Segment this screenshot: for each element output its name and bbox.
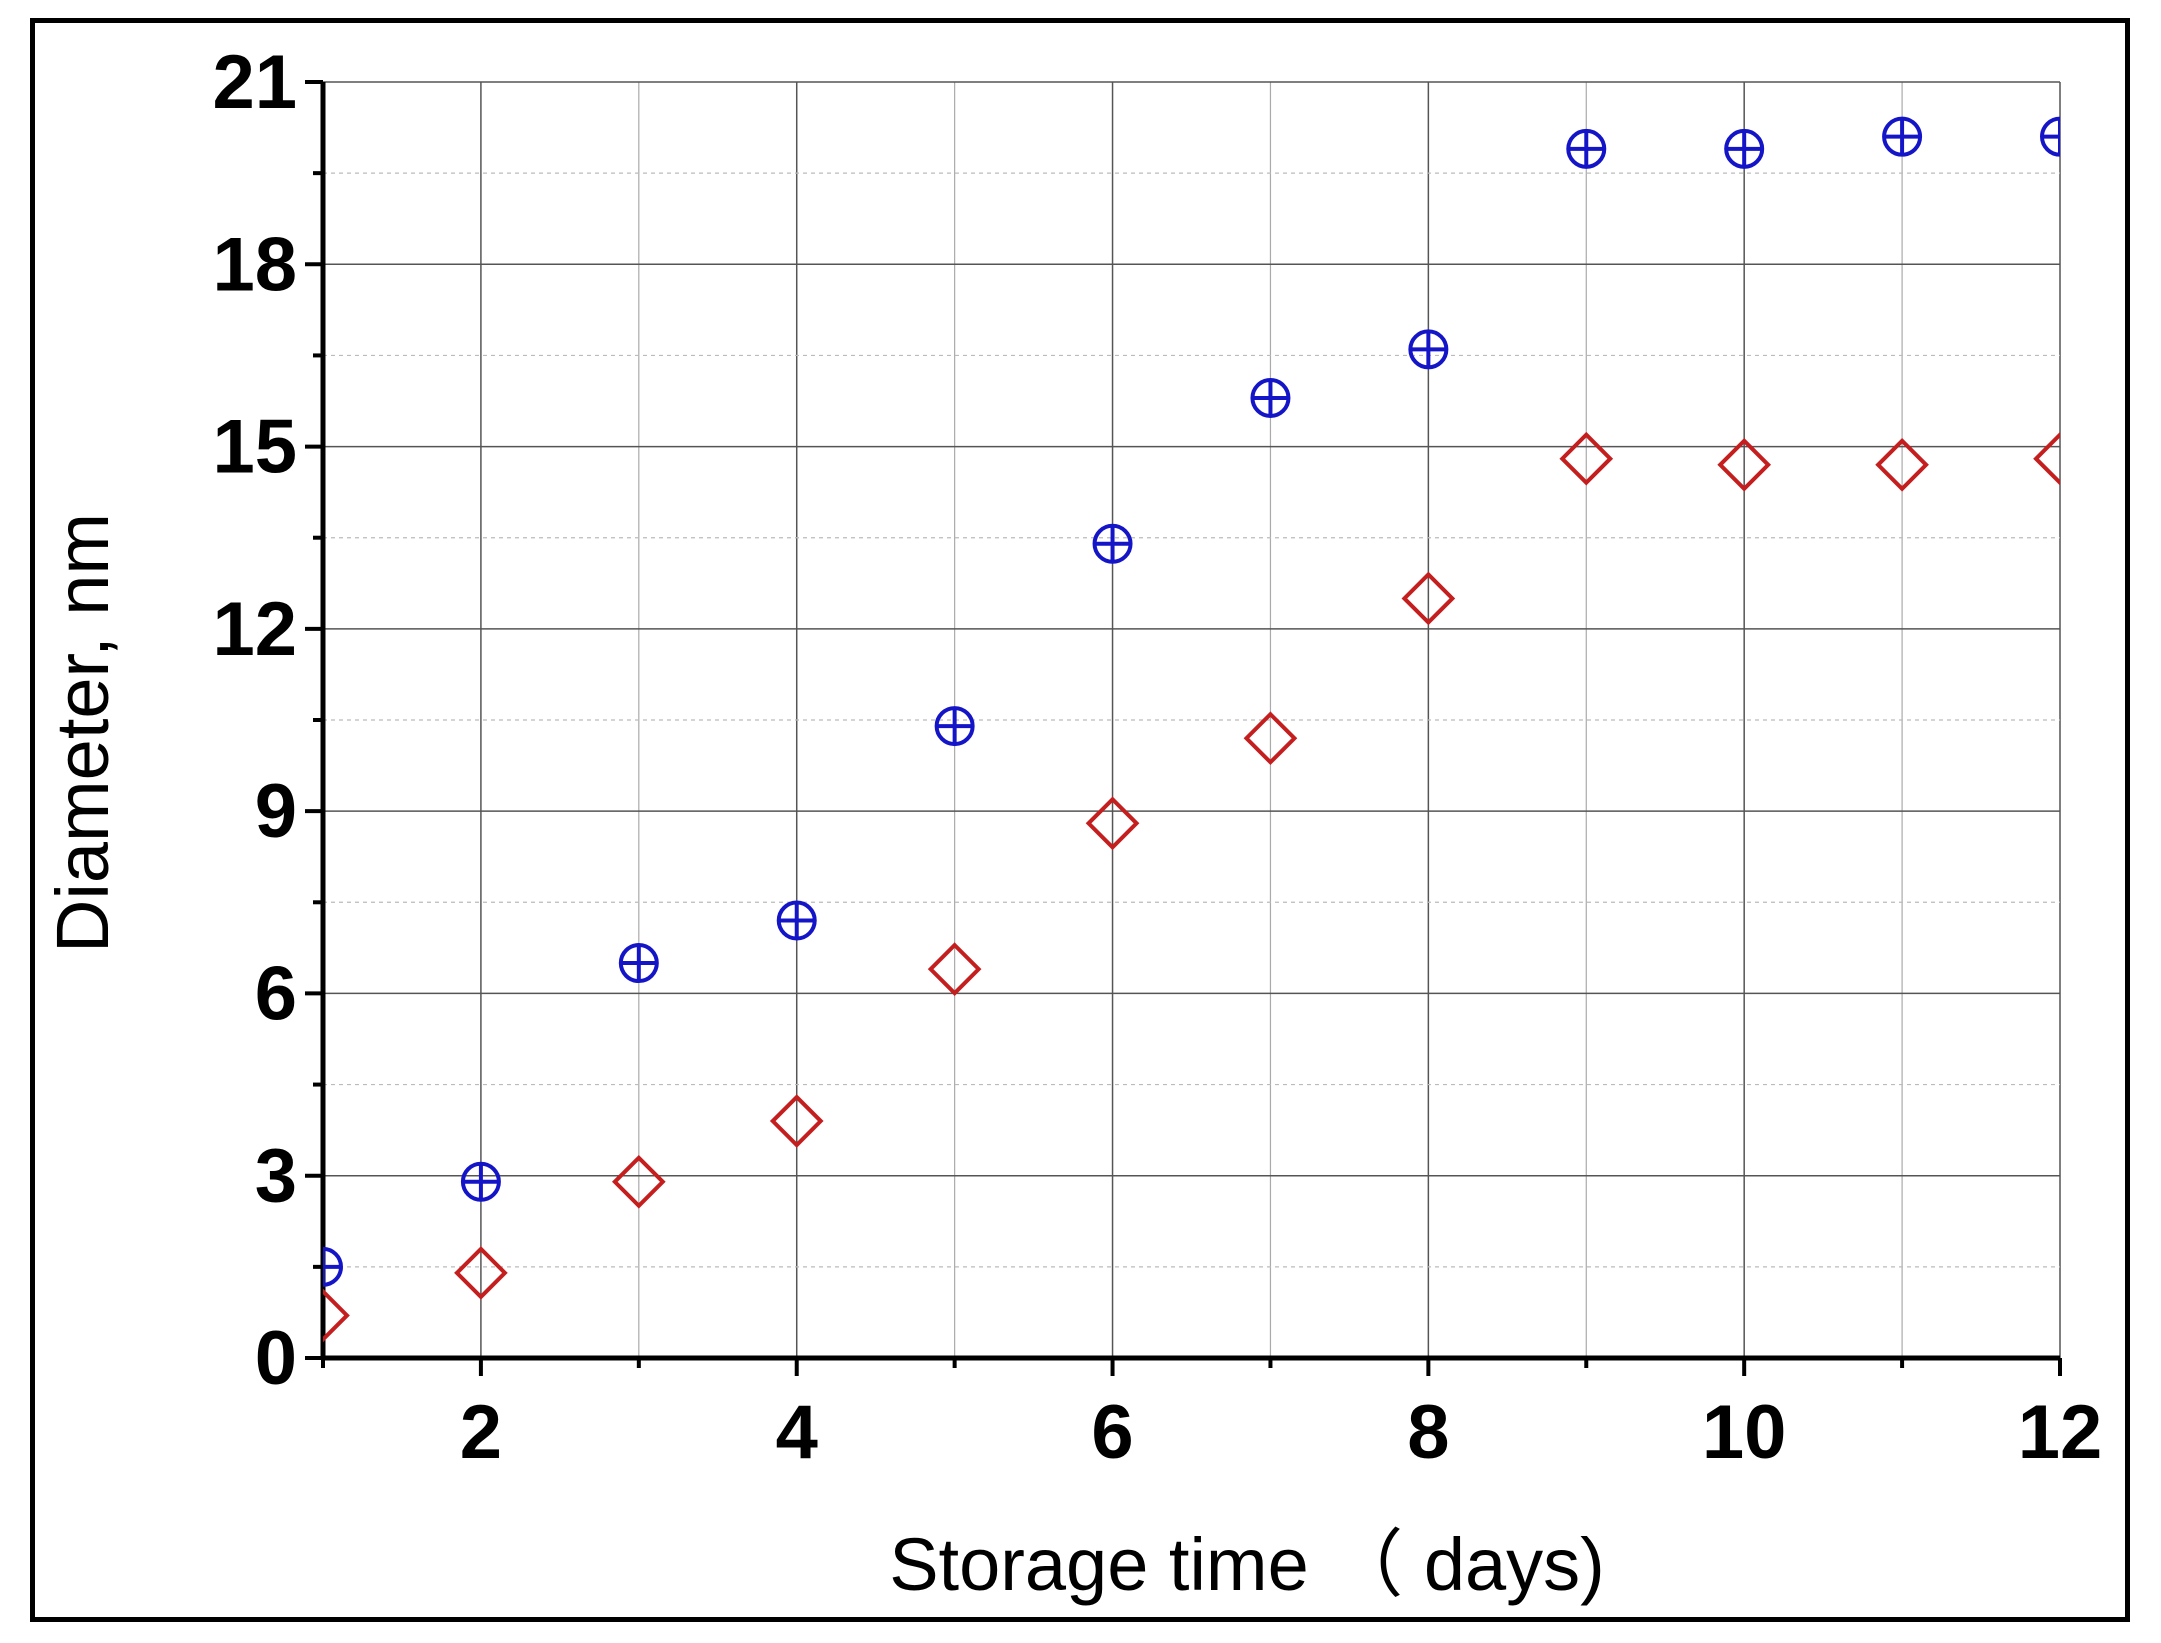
data-point-circle-plus xyxy=(618,943,659,984)
axes xyxy=(305,80,2062,1376)
x-tick-label: 10 xyxy=(1702,1390,1787,1475)
y-tick-label: 21 xyxy=(212,40,297,125)
y-tick-label: 15 xyxy=(212,405,297,490)
data-point-circle-plus xyxy=(776,900,817,941)
grid xyxy=(323,81,2061,1358)
y-tick-label: 3 xyxy=(255,1134,297,1219)
data-point-diamond xyxy=(1085,796,1140,851)
x-tick-label: 6 xyxy=(1091,1390,1133,1475)
y-tick-label: 9 xyxy=(255,769,297,854)
data-point-circle-plus xyxy=(323,1246,343,1287)
data-point-diamond xyxy=(1875,437,1929,492)
data-point-circle-plus xyxy=(1566,128,1607,169)
data-points xyxy=(323,116,2060,1343)
data-point-circle-plus xyxy=(2040,116,2060,157)
data-point-diamond xyxy=(1559,431,1614,486)
data-point-circle-plus xyxy=(934,706,975,747)
data-point-diamond xyxy=(769,1094,824,1148)
y-tick-label: 18 xyxy=(212,222,297,307)
data-point-diamond xyxy=(2033,431,2060,486)
data-point-diamond xyxy=(1401,571,1456,626)
x-tick-label: 12 xyxy=(2018,1390,2103,1475)
data-point-diamond xyxy=(454,1246,508,1300)
data-point-diamond xyxy=(1717,437,1772,492)
x-tick-label: 8 xyxy=(1407,1390,1449,1475)
data-point-circle-plus xyxy=(1408,329,1449,370)
x-tick-label: 4 xyxy=(776,1390,818,1475)
data-point-circle-plus xyxy=(1092,523,1133,564)
y-tick-label: 6 xyxy=(255,951,297,1036)
data-point-diamond xyxy=(611,1154,666,1209)
data-point-diamond xyxy=(1243,711,1298,766)
y-tick-label: 0 xyxy=(255,1316,297,1401)
data-point-circle-plus xyxy=(1724,128,1765,169)
data-point-circle-plus xyxy=(1882,116,1923,157)
data-point-circle-plus xyxy=(1250,377,1291,418)
data-point-diamond xyxy=(927,942,982,996)
figure-frame xyxy=(30,18,2130,1622)
data-point-diamond xyxy=(323,1288,350,1343)
y-axis-title: Diameter, nm xyxy=(41,513,124,953)
y-tick-label: 12 xyxy=(212,587,297,672)
x-axis-title: Storage time （ days) xyxy=(889,1523,1605,1606)
data-point-circle-plus xyxy=(460,1161,501,1202)
x-tick-label: 2 xyxy=(460,1390,502,1475)
